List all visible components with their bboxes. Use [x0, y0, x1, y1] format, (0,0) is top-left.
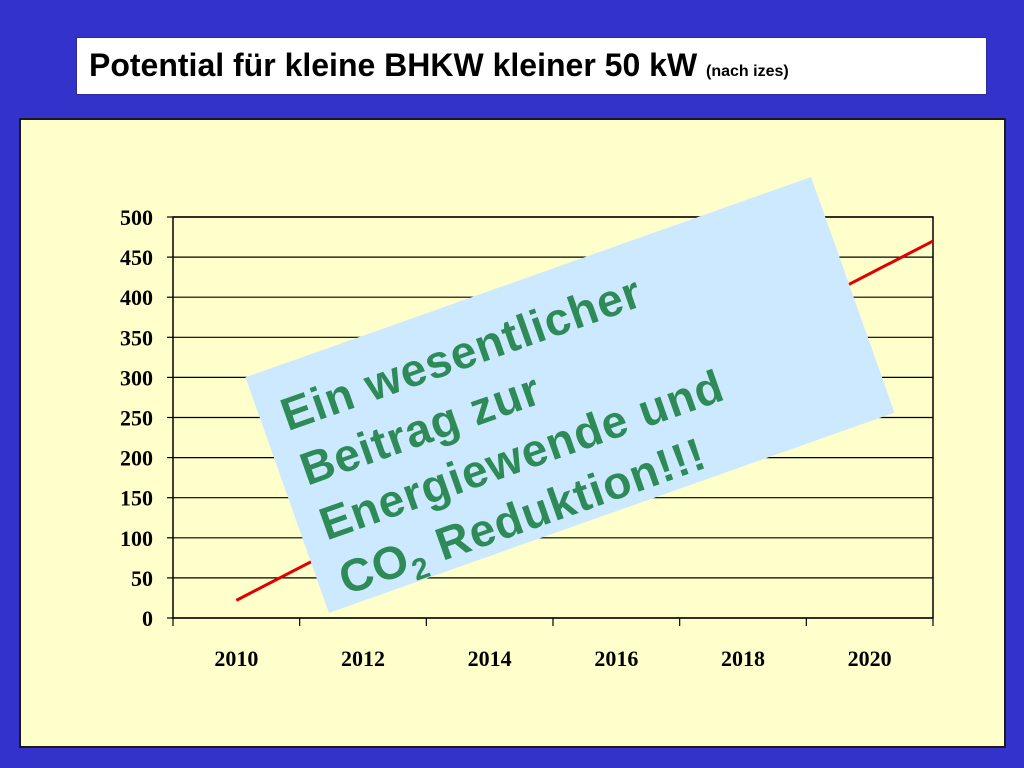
title-source: (nach izes): [706, 63, 789, 80]
page-title: Potential für kleine BHKW kleiner 50 kW …: [89, 47, 789, 84]
y-tick-label: 0: [142, 606, 153, 631]
y-tick-label: 450: [120, 245, 153, 270]
x-tick-label: 2010: [214, 646, 258, 671]
title-text: Potential für kleine BHKW kleiner 50 kW: [89, 47, 698, 83]
y-tick-label: 300: [120, 365, 153, 390]
x-tick-label: 2014: [468, 646, 512, 671]
y-tick-label: 100: [120, 526, 153, 551]
y-tick-label: 200: [120, 446, 153, 471]
y-tick-label: 500: [120, 205, 153, 230]
y-tick-label: 150: [120, 486, 153, 511]
y-tick-label: 50: [131, 566, 153, 591]
x-tick-label: 2020: [848, 646, 892, 671]
x-tick-label: 2012: [341, 646, 385, 671]
y-tick-label: 400: [120, 285, 153, 310]
y-tick-label: 250: [120, 406, 153, 431]
x-tick-label: 2018: [721, 646, 765, 671]
y-tick-label: 350: [120, 325, 153, 350]
x-tick-label: 2016: [594, 646, 638, 671]
title-box: Potential für kleine BHKW kleiner 50 kW …: [76, 37, 987, 95]
